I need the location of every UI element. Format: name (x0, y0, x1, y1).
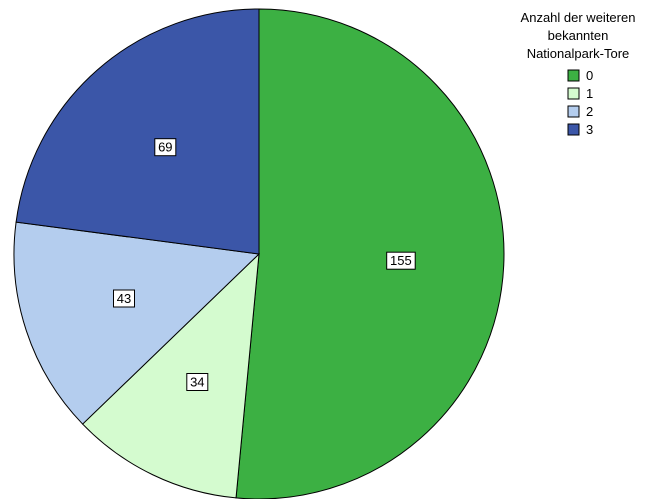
legend-swatch (567, 105, 580, 118)
pie-data-labels: 155 34 43 69 (113, 138, 416, 391)
legend: Anzahl der weiteren bekannten Nationalpa… (521, 10, 636, 137)
legend-item-2: 2 (567, 104, 593, 119)
data-label-0: 155 (386, 251, 416, 270)
legend-title-line-2: bekannten (548, 28, 609, 43)
data-label-text: 43 (117, 291, 131, 306)
legend-label: 2 (586, 104, 593, 119)
pie-slice-0 (235, 8, 505, 499)
legend-label: 1 (586, 86, 593, 101)
data-label-box (154, 138, 177, 157)
pie-slice-2 (13, 221, 261, 425)
legend-item-1: 1 (567, 86, 593, 101)
pie-slices (13, 8, 505, 499)
legend-items: 0 1 2 3 (567, 68, 593, 137)
legend-label: 3 (586, 122, 593, 137)
data-label-1: 34 (186, 373, 209, 391)
pie-slice-3 (15, 8, 260, 255)
legend-swatch (567, 87, 580, 100)
legend-swatch (567, 123, 580, 136)
data-label-box (386, 251, 416, 270)
legend-label: 0 (586, 68, 593, 83)
legend-item-3: 3 (567, 122, 593, 137)
data-label-box (113, 289, 135, 308)
legend-item-0: 0 (567, 68, 593, 83)
data-label-2: 43 (113, 289, 135, 308)
legend-title-line-3: Nationalpark-Tore (527, 46, 630, 61)
data-label-3: 69 (154, 138, 177, 157)
data-label-text: 34 (190, 375, 204, 390)
data-label-text: 69 (158, 140, 172, 155)
legend-swatch (567, 69, 580, 82)
data-label-box (186, 373, 209, 391)
legend-title-line-1: Anzahl der weiteren (521, 10, 636, 25)
data-label-text: 155 (390, 253, 412, 268)
pie-slice-1 (81, 252, 260, 499)
